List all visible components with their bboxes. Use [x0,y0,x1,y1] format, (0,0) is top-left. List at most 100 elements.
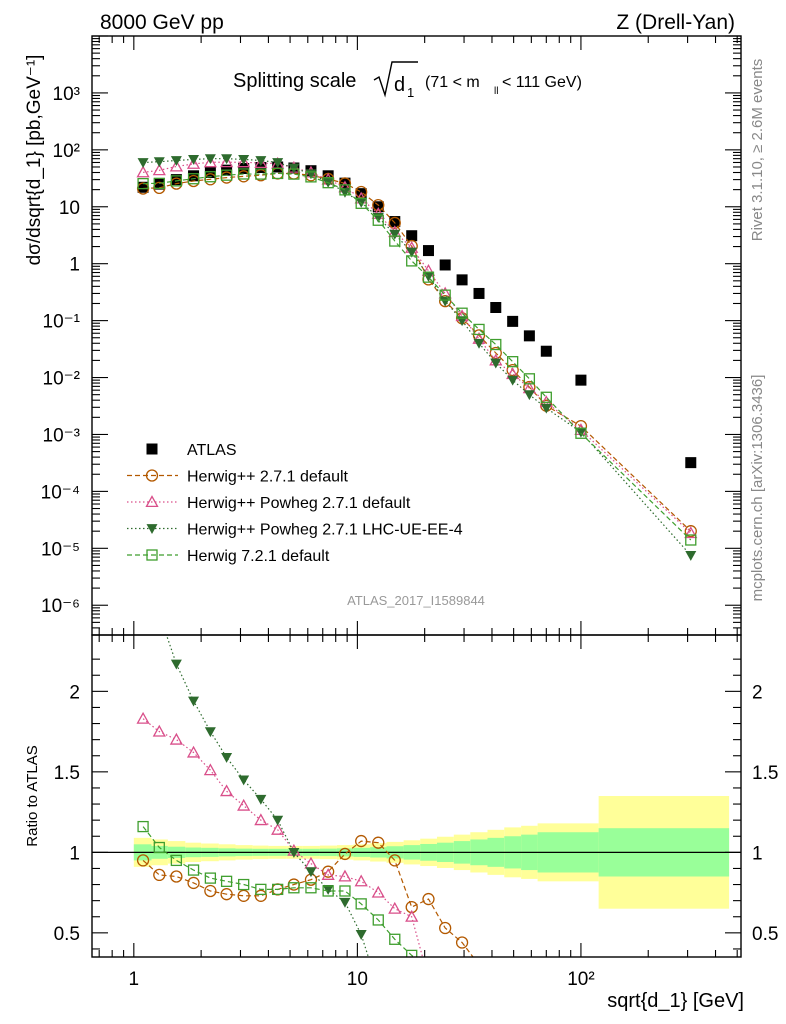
point-powheg_ue [507,375,519,386]
point-herwig7 [406,255,418,267]
ratio-point-powheg_ue [339,897,351,908]
legend-label: Herwig 7.2.1 default [187,548,330,565]
point-powheg_ue [540,403,552,414]
ratio-point-powheg_ue [255,794,267,805]
point-atlas [422,245,434,257]
ratio-point-herwigpp [170,870,183,883]
point-powheg_ue [389,229,401,240]
point-herwig7 [272,167,284,180]
point-powheg_ue [255,156,267,166]
point-atlas [170,174,182,186]
ratio-point-powheg [152,724,166,737]
header-right: Z (Drell-Yan) [616,11,735,34]
point-atlas [456,274,468,286]
point-herwig7 [137,177,149,190]
point-herwig7 [439,289,451,301]
y-tick-label: 10⁻² [43,369,81,390]
point-herwigpp [372,198,385,212]
ratio-series-powheg [136,711,424,957]
ratio-point-herwig7 [220,875,233,887]
ratio-point-powheg_ue [305,867,317,878]
ratio-point-powheg [271,822,285,835]
ratio-point-powheg [388,901,402,914]
ratio-point-herwig7 [406,949,418,957]
ratio-point-powheg [136,711,150,724]
point-herwig7 [322,177,334,189]
legend-marker-powheg_ue [146,524,158,534]
series-atlas [137,161,697,469]
point-atlas [204,166,216,178]
ratio-xlabel: sqrt{d_1} [GeV] [607,990,744,1012]
y-tick-label: 10⁻³ [43,425,81,446]
point-herwig7 [372,214,384,226]
ratio-point-herwigpp [187,876,200,890]
analysis-watermark: ATLAS_2017_I1589844 [347,593,485,608]
point-herwig7 [575,427,587,439]
point-powheg_ue [238,154,250,165]
point-powheg_ue [523,390,535,401]
point-herwigpp [355,185,368,199]
point-atlas [322,170,334,182]
ratio-y-tick-label-right: 2 [752,682,763,703]
ratio-line-herwig7 [142,826,415,957]
ratio-point-herwig7 [322,885,334,897]
point-powheg [136,165,150,178]
point-herwig7 [685,534,697,546]
ratio-point-powheg [405,909,419,922]
plot-title-sqrt-sub: 1 [407,85,414,100]
ratio-point-powheg [219,784,234,797]
rivet-label: Rivet 3.1.10, ≥ 2.6M events [749,59,766,242]
point-powheg_ue [685,551,697,561]
point-powheg [219,155,234,168]
ratio-point-herwig7 [170,854,183,867]
x-tick-label: 1 [129,969,140,990]
point-powheg_ue [272,158,284,168]
point-herwig7 [220,169,233,181]
main-ylabel: dσ/dsqrt{d_1} [pb,GeV⁻¹] [24,55,45,266]
ratio-point-powheg_ue [154,610,165,620]
ratio-point-powheg [254,813,268,826]
point-powheg_ue [490,358,502,369]
ratio-point-herwigpp [439,921,452,935]
legend-marker-atlas [146,443,158,455]
ratio-point-powheg_ue [138,569,149,579]
series-line-powheg_ue [143,158,692,556]
main-series-layer [136,154,698,561]
point-powheg [152,163,166,176]
point-herwig7 [473,323,485,336]
x-tick-label: 10² [567,969,594,990]
ratio-series-herwig7 [137,820,418,957]
point-atlas [540,345,552,357]
ratio-point-herwig7 [305,882,317,894]
ratio-point-powheg [237,798,251,811]
point-herwig7 [389,235,401,247]
point-atlas [153,178,165,190]
point-herwig7 [255,168,267,180]
ratio-point-herwig7 [272,883,284,896]
legend-label: Herwig++ Powheg 2.7.1 default [187,495,411,512]
ratio-y-tick-label-right: 1 [752,843,763,864]
point-atlas [439,259,451,271]
mcplots-label: mcplots.cern.ch [arXiv:1306.3436] [749,375,766,602]
point-atlas [473,287,485,299]
ratio-point-powheg_ue [170,659,182,670]
y-tick-label: 10² [53,141,80,162]
y-tick-label: 10⁻¹ [43,312,81,333]
ratio-point-powheg_ue [221,752,233,763]
ratio-point-herwig7 [204,872,217,884]
y-tick-label: 1 [69,255,80,276]
point-atlas [575,374,587,386]
ratio-series-powheg_ue [138,569,369,957]
ratio-point-powheg_ue [204,727,216,738]
legend-marker-herwigpp [145,469,159,482]
legend-marker-herwig7 [146,549,158,561]
ratio-point-herwigpp [254,889,267,902]
ratio-point-powheg [169,732,183,745]
point-herwig7 [507,356,519,368]
ratio-point-herwig7 [288,882,300,894]
ratio-point-powheg [338,869,352,882]
main-frame [91,35,742,636]
ratio-point-herwig7 [187,864,200,876]
y-tick-label: 10 [59,198,80,219]
ratio-y-tick-label: 0.5 [54,924,80,945]
